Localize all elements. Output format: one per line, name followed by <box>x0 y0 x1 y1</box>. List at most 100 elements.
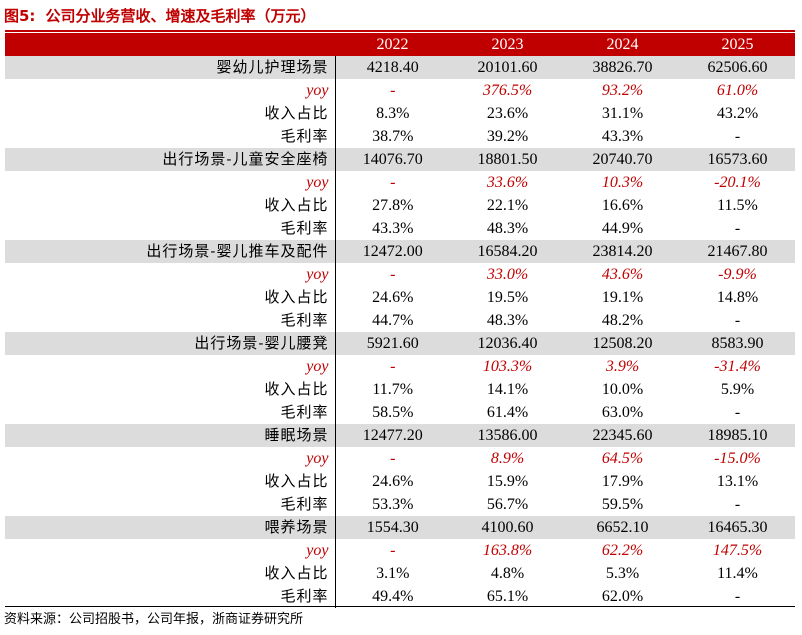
value-cell: 10.0% <box>601 381 644 398</box>
header-year-cell: 2024 <box>565 33 680 56</box>
row-label: yoy <box>5 355 336 378</box>
figure-label: 图5: <box>4 7 36 25</box>
value-cell: 21467.80 <box>680 240 795 263</box>
value-cell: 10.3% <box>601 174 644 191</box>
value-cell: 3.9% <box>605 358 640 375</box>
title-underline <box>5 30 795 32</box>
value-cell: - <box>734 220 741 237</box>
header-year-cell: 2023 <box>450 33 565 56</box>
row-label: 毛利率 <box>5 401 336 424</box>
value-cell: 13586.00 <box>450 424 565 447</box>
value-cell: 6652.10 <box>565 516 680 539</box>
metric-row: 收入占比 8.3% 23.6% 31.1% 43.2% <box>5 102 795 125</box>
value-cell: 53.3% <box>372 496 414 513</box>
value-cell: 11.4% <box>717 565 758 582</box>
value-cell: 49.4% <box>372 588 414 605</box>
value-cell: 39.2% <box>486 128 529 145</box>
value-cell: 27.8% <box>372 197 414 214</box>
value-cell: 4218.40 <box>335 56 450 79</box>
row-label: 毛利率 <box>5 309 336 332</box>
segment-row: 睡眠场景 12477.20 13586.00 22345.60 18985.10 <box>5 424 795 447</box>
value-cell: 11.7% <box>372 381 414 398</box>
value-cell: 17.9% <box>601 473 644 490</box>
value-cell: 93.2% <box>601 82 644 99</box>
value-cell: 24.6% <box>372 473 414 490</box>
segment-row: 喂养场景 1554.30 4100.60 6652.10 16465.30 <box>5 516 795 539</box>
value-cell: - <box>734 128 741 145</box>
row-label: 收入占比 <box>5 194 336 217</box>
value-cell: 8583.90 <box>680 332 795 355</box>
value-cell: 48.3% <box>486 312 529 329</box>
row-label: 睡眠场景 <box>5 424 336 447</box>
value-cell: 3.1% <box>376 565 410 582</box>
value-cell: 5921.60 <box>335 332 450 355</box>
value-cell: -15.0% <box>714 450 761 467</box>
value-cell: - <box>390 450 396 467</box>
value-cell: 8.9% <box>490 450 525 467</box>
metric-row: 毛利率 58.5% 61.4% 63.0% - <box>5 401 795 424</box>
value-cell: 31.1% <box>601 105 644 122</box>
value-cell: 33.0% <box>486 266 529 283</box>
value-cell: 43.6% <box>601 266 644 283</box>
row-label: yoy <box>5 171 336 194</box>
value-cell: 12036.40 <box>450 332 565 355</box>
value-cell: 62506.60 <box>680 56 795 79</box>
value-cell: 13.1% <box>716 473 759 490</box>
metric-row: 收入占比 3.1% 4.8% 5.3% 11.4% <box>5 562 795 585</box>
value-cell: 14.1% <box>486 381 529 398</box>
value-cell: -20.1% <box>714 174 761 191</box>
row-label: 毛利率 <box>5 217 336 240</box>
yoy-row: yoy - 33.0% 43.6% -9.9% <box>5 263 795 286</box>
row-label: 喂养场景 <box>5 516 336 539</box>
value-cell: 62.2% <box>601 542 644 559</box>
value-cell: 14076.70 <box>335 148 450 171</box>
value-cell: - <box>734 404 741 421</box>
row-label: 出行场景-婴儿腰凳 <box>5 332 336 355</box>
value-cell: 16584.20 <box>450 240 565 263</box>
value-cell: 5.3% <box>605 565 640 582</box>
value-cell: 61.4% <box>486 404 529 421</box>
value-cell: 15.9% <box>486 473 529 490</box>
value-cell: 24.6% <box>372 289 414 306</box>
value-cell: 38826.70 <box>565 56 680 79</box>
value-cell: 103.3% <box>482 358 533 375</box>
row-label: 毛利率 <box>5 493 336 516</box>
value-cell: 8.3% <box>376 105 410 122</box>
source-note: 资料来源：公司招股书，公司年报，浙商证券研究所 <box>4 612 304 627</box>
row-label: yoy <box>5 263 336 286</box>
metric-row: 收入占比 24.6% 15.9% 17.9% 13.1% <box>5 470 795 493</box>
metric-row: 毛利率 44.7% 48.3% 48.2% - <box>5 309 795 332</box>
value-cell: 14.8% <box>716 289 759 306</box>
value-cell: 19.1% <box>601 289 644 306</box>
value-cell: 62.0% <box>601 588 644 605</box>
value-cell: - <box>390 174 396 191</box>
value-cell: 1554.30 <box>335 516 450 539</box>
value-cell: 12508.20 <box>565 332 680 355</box>
row-label: 毛利率 <box>5 125 336 148</box>
value-cell: 58.5% <box>372 404 414 421</box>
value-cell: 43.2% <box>716 105 759 122</box>
row-label: 收入占比 <box>5 378 336 401</box>
value-cell: - <box>390 82 396 99</box>
value-cell: 19.5% <box>486 289 529 306</box>
value-cell: 18801.50 <box>450 148 565 171</box>
figure-title: 图5: 公司分业务营收、增速及毛利率（万元） <box>4 5 315 27</box>
metric-row: 收入占比 27.8% 22.1% 16.6% 11.5% <box>5 194 795 217</box>
yoy-row: yoy - 376.5% 93.2% 61.0% <box>5 79 795 102</box>
metric-row: 毛利率 53.3% 56.7% 59.5% - <box>5 493 795 516</box>
metric-row: 毛利率 43.3% 48.3% 44.9% - <box>5 217 795 240</box>
value-cell: 16573.60 <box>680 148 795 171</box>
row-label: yoy <box>5 447 336 470</box>
value-cell: 61.0% <box>716 82 759 99</box>
row-label: 收入占比 <box>5 286 336 309</box>
value-cell: -9.9% <box>718 266 757 283</box>
value-cell: 12477.20 <box>335 424 450 447</box>
figure-title-text: 公司分业务营收、增速及毛利率（万元） <box>45 7 316 25</box>
row-label: yoy <box>5 79 336 102</box>
row-label: 收入占比 <box>5 102 336 125</box>
row-label: 出行场景-儿童安全座椅 <box>5 148 336 171</box>
yoy-row: yoy - 163.8% 62.2% 147.5% <box>5 539 795 562</box>
value-cell: 44.9% <box>601 220 644 237</box>
value-cell: 18985.10 <box>680 424 795 447</box>
value-cell: 56.7% <box>486 496 529 513</box>
